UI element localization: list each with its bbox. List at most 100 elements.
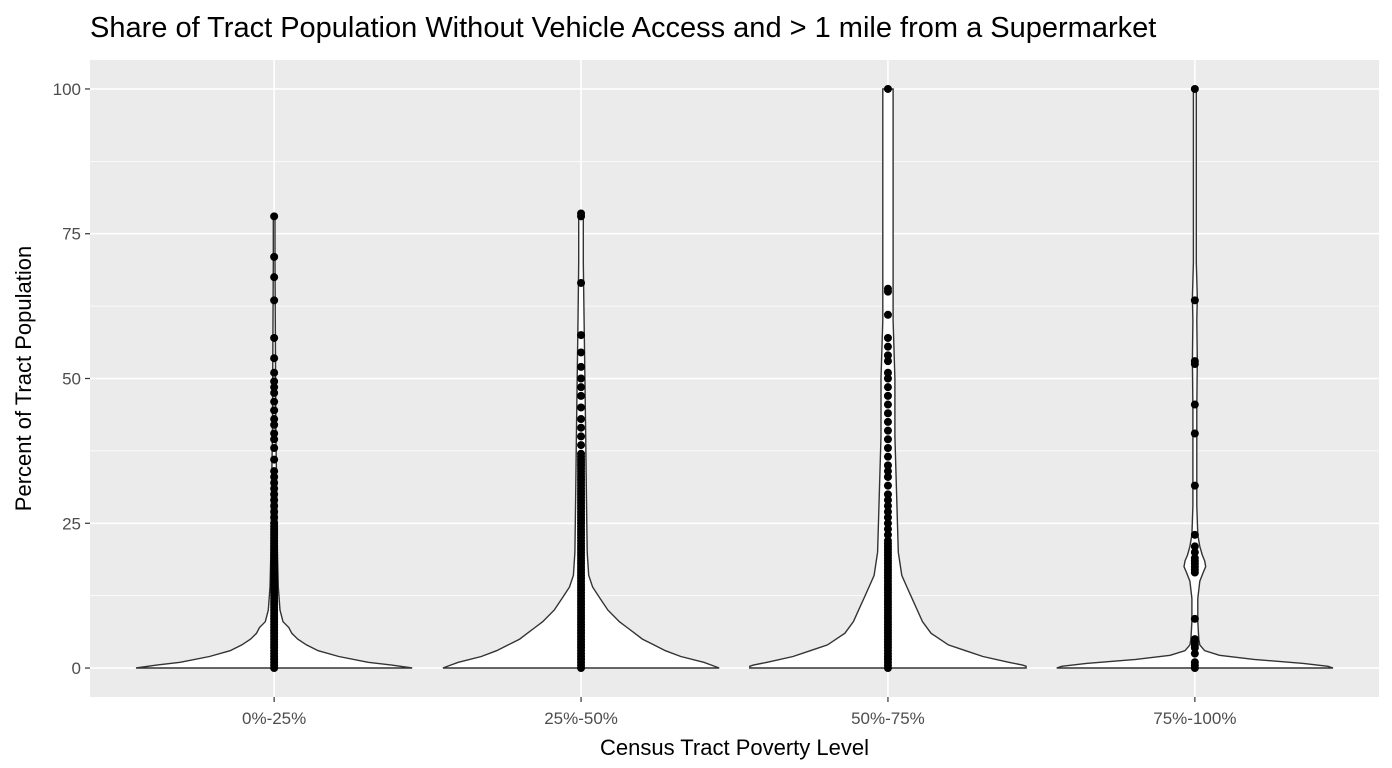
data-point [883,481,892,490]
y-axis-ticks: 0 25 50 75 100 [53,80,90,678]
data-point [1190,530,1199,539]
x-axis-ticks: 0%-25% 25%-50% 50%-75% 75%-100% [242,697,1236,728]
data-point [270,397,279,406]
data-point [883,417,892,426]
data-point [883,452,892,461]
data-point [883,409,892,418]
data-point [883,519,892,528]
data-point [577,383,586,392]
data-point [270,383,279,392]
data-point [1190,542,1199,551]
data-point [270,429,279,438]
data-point [1190,554,1199,563]
data-point [270,507,279,516]
x-axis-title: Census Tract Poverty Level [600,735,869,760]
y-tick-label: 100 [53,80,81,99]
data-point [883,461,892,470]
data-point [883,525,892,534]
data-point [577,415,586,424]
data-point [270,415,279,424]
data-point [883,530,892,539]
y-tick-label: 0 [72,659,81,678]
data-point [1190,635,1199,644]
data-point [883,357,892,366]
data-point [883,333,892,342]
data-point [270,252,279,261]
data-point [270,478,279,487]
data-point [883,426,892,435]
data-point [1190,658,1199,667]
chart-title: Share of Tract Population Without Vehicl… [90,12,1157,44]
data-point [883,490,892,499]
data-point [270,420,279,429]
data-point [1190,400,1199,409]
data-point [1190,357,1199,366]
data-point [270,435,279,444]
x-tick-label: 0%-25% [242,709,306,728]
data-point [270,484,279,493]
data-point [1190,296,1199,305]
data-point [1190,84,1199,93]
x-tick-label: 50%-75% [851,709,925,728]
data-point [883,472,892,481]
data-point [1190,614,1199,623]
data-point [1190,649,1199,658]
data-point [883,400,892,409]
x-tick-label: 75%-100% [1153,709,1236,728]
data-point [577,432,586,441]
data-point [883,507,892,516]
x-tick-label: 25%-50% [544,709,618,728]
data-point [577,362,586,371]
y-tick-label: 50 [62,370,81,389]
y-tick-label: 25 [62,514,81,533]
data-point [577,209,586,218]
data-point [1190,429,1199,438]
data-point [577,278,586,287]
data-point [883,342,892,351]
data-point [883,536,892,545]
data-point [270,354,279,363]
data-points [270,84,1199,673]
data-point [270,406,279,415]
data-point [270,496,279,505]
data-point [883,496,892,505]
data-point [270,443,279,452]
data-point [270,368,279,377]
data-point [577,331,586,340]
data-point [270,513,279,522]
data-point [883,513,892,522]
data-point [270,333,279,342]
data-point [883,310,892,319]
data-point [1190,548,1199,557]
data-point [270,377,279,386]
data-point [270,467,279,476]
data-point [577,348,586,357]
y-axis-title: Percent of Tract Population [11,246,36,511]
data-point [577,403,586,412]
data-point [270,501,279,510]
data-point [883,284,892,293]
data-point [577,449,586,458]
data-point [883,383,892,392]
data-point [270,273,279,282]
data-point [270,519,279,528]
data-point [577,391,586,400]
data-point [883,374,892,383]
data-point [883,435,892,444]
data-point [883,443,892,452]
data-point [270,212,279,221]
data-point [270,388,279,397]
data-point [883,84,892,93]
data-point [270,472,279,481]
minor-gridlines [90,160,1379,597]
data-point [577,423,586,432]
data-point [883,391,892,400]
data-point [577,374,586,383]
data-point [883,351,892,360]
data-point [577,441,586,450]
data-point [270,296,279,305]
data-point [270,490,279,499]
data-point [270,455,279,464]
data-point [1190,481,1199,490]
